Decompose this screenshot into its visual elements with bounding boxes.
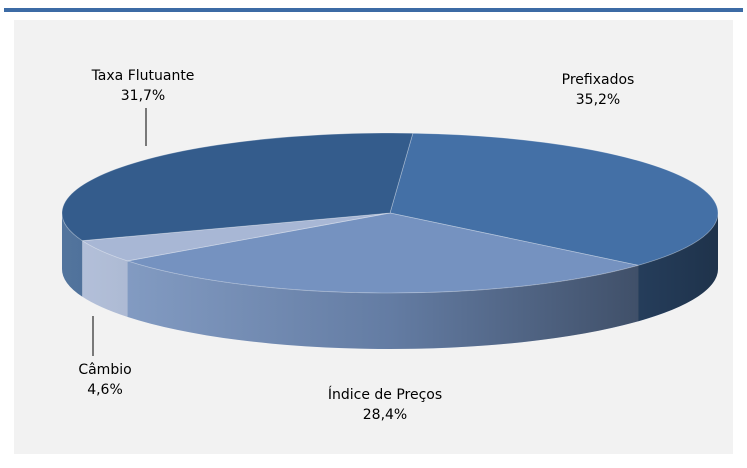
pie-slice [389, 132, 719, 266]
slice-value-label: 31,7% [121, 88, 165, 104]
pie-tops [61, 132, 719, 294]
pie-slice [81, 212, 391, 262]
side-shading [62, 213, 718, 349]
pie-slice [61, 132, 414, 242]
slice-label: Taxa Flutuante [91, 68, 195, 84]
pie-sides [61, 213, 718, 349]
slice-value-label: 28,4% [363, 407, 407, 423]
top-rule [4, 8, 743, 12]
pie-slice [127, 212, 639, 294]
labels: Prefixados 35,2% Índice de Preços 28,4% Câmb… [78, 68, 634, 423]
slice-value-label: 35,2% [576, 92, 620, 108]
slice-label: Câmbio [78, 362, 131, 378]
slice-label: Prefixados [562, 72, 635, 88]
slice-value-label: 4,6% [87, 382, 123, 398]
slice-label: Índice de Preços [328, 386, 442, 403]
